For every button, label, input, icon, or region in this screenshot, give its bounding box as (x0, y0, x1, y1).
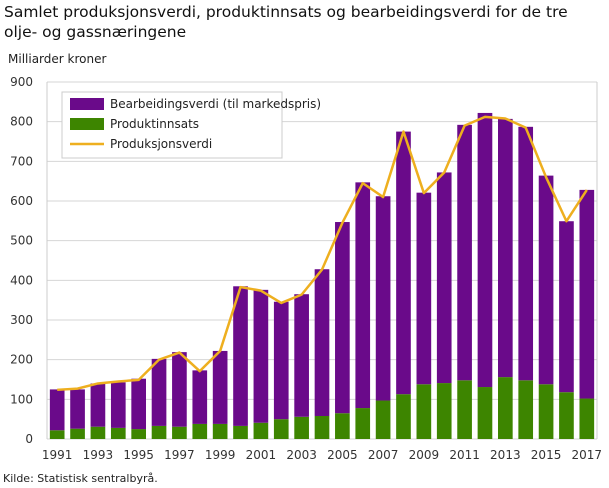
bar-bearbeidingsverdi (579, 189, 595, 399)
bar-produktinnsats (538, 384, 554, 439)
y-tick-label: 400 (10, 273, 33, 287)
bar-produktinnsats (172, 426, 187, 439)
x-tick-label: 1991 (42, 448, 73, 462)
bar-produktinnsats (436, 383, 452, 439)
y-tick-label: 100 (10, 392, 33, 406)
bar-produktinnsats (131, 429, 146, 439)
bar-produktinnsats (396, 394, 411, 439)
x-tick-label: 2013 (490, 448, 521, 462)
x-tick-label: 1995 (123, 448, 154, 462)
x-tick-label: 2011 (449, 448, 480, 462)
bar-bearbeidingsverdi (192, 370, 208, 424)
bar-bearbeidingsverdi (559, 221, 574, 393)
y-tick-label: 600 (10, 194, 33, 208)
y-tick-label: 800 (10, 115, 33, 129)
legend-label: Produktinnsats (110, 117, 199, 131)
bar-bearbeidingsverdi (355, 182, 371, 409)
x-tick-label: 2003 (286, 448, 317, 462)
legend-swatch (70, 118, 104, 130)
bar-produktinnsats (253, 422, 269, 439)
x-tick-label: 2009 (409, 448, 440, 462)
bar-produktinnsats (273, 419, 289, 439)
bar-produktinnsats (110, 427, 126, 439)
bar-bearbeidingsverdi (273, 301, 289, 420)
x-tick-label: 2001 (246, 448, 277, 462)
y-tick-label: 500 (10, 234, 33, 248)
bar-bearbeidingsverdi (335, 222, 350, 414)
bar-bearbeidingsverdi (457, 124, 472, 381)
bar-bearbeidingsverdi (498, 118, 513, 378)
bar-bearbeidingsverdi (70, 389, 85, 429)
bar-bearbeidingsverdi (477, 112, 493, 388)
x-tick-label: 1993 (83, 448, 114, 462)
bar-bearbeidingsverdi (416, 192, 432, 385)
y-tick-label: 300 (10, 313, 33, 327)
bar-bearbeidingsverdi (90, 383, 106, 427)
bar-produktinnsats (355, 408, 371, 439)
line-produksjonsverdi (57, 115, 588, 392)
bar-produktinnsats (212, 423, 228, 439)
bar-bearbeidingsverdi (294, 294, 309, 417)
x-tick-label: 2007 (368, 448, 399, 462)
chart-title: Samlet produksjonsverdi, produktinnsats … (4, 3, 568, 41)
bar-produktinnsats (375, 400, 391, 439)
y-axis-label: Milliarder kroner (8, 52, 107, 66)
y-tick-label: 700 (10, 154, 33, 168)
bar-produktinnsats (579, 398, 595, 439)
bar-produktinnsats (559, 392, 574, 439)
x-tick-label: 1999 (205, 448, 236, 462)
bar-bearbeidingsverdi (253, 289, 269, 423)
bar-bearbeidingsverdi (110, 382, 126, 428)
bar-produktinnsats (518, 380, 534, 439)
y-tick-label: 200 (10, 353, 33, 367)
bar-produktinnsats (416, 384, 432, 439)
bar-produktinnsats (151, 425, 167, 439)
legend-swatch (70, 98, 104, 110)
bar-produktinnsats (335, 413, 350, 439)
x-tick-label: 2017 (572, 448, 603, 462)
y-tick-label: 900 (10, 75, 33, 89)
legend-label: Produksjonsverdi (110, 137, 212, 151)
bar-produktinnsats (192, 423, 208, 439)
bar-bearbeidingsverdi (396, 131, 411, 395)
bar-bearbeidingsverdi (131, 378, 146, 430)
bar-produktinnsats (233, 425, 248, 439)
bar-bearbeidingsverdi (212, 350, 228, 424)
bar-produktinnsats (90, 426, 106, 439)
x-tick-label: 2015 (531, 448, 562, 462)
bar-bearbeidingsverdi (172, 352, 187, 427)
bar-bearbeidingsverdi (151, 358, 167, 426)
source-note: Kilde: Statistisk sentralbyrå. (3, 472, 158, 485)
bar-bearbeidingsverdi (538, 175, 554, 385)
bar-bearbeidingsverdi (436, 172, 452, 384)
bar-produktinnsats (477, 387, 493, 439)
bar-produktinnsats (294, 416, 309, 439)
bar-bearbeidingsverdi (233, 286, 248, 426)
bar-produktinnsats (498, 377, 513, 439)
bar-bearbeidingsverdi (518, 126, 534, 381)
bar-produktinnsats (70, 428, 85, 439)
x-tick-label: 2005 (327, 448, 358, 462)
bar-produktinnsats (49, 430, 65, 439)
bar-produktinnsats (457, 380, 472, 439)
bar-bearbeidingsverdi (375, 196, 391, 401)
legend-label: Bearbeidingsverdi (til markedspris) (110, 97, 321, 111)
x-tick-label: 1997 (164, 448, 195, 462)
bar-produktinnsats (314, 415, 330, 439)
bar-bearbeidingsverdi (49, 389, 65, 431)
bar-bearbeidingsverdi (314, 269, 330, 416)
y-tick-label: 0 (25, 432, 33, 446)
